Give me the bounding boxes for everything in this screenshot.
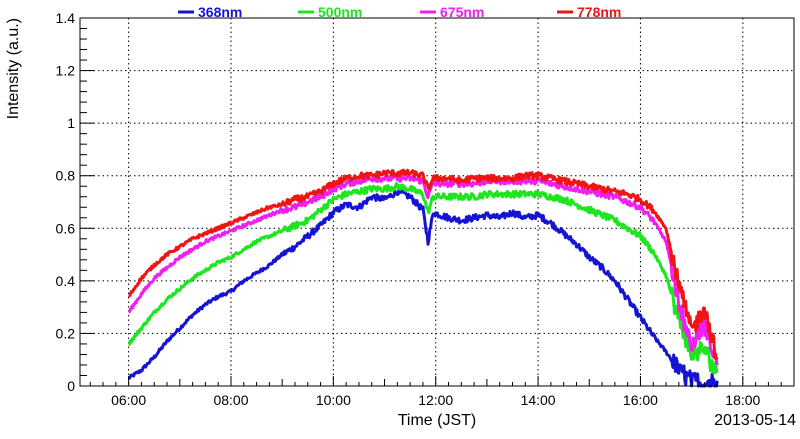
axis-ticks xyxy=(80,17,782,387)
x-tick-label: 12:00 xyxy=(418,392,453,408)
y-tick-label: 1.4 xyxy=(56,10,76,26)
y-tick-label: 1 xyxy=(67,115,75,131)
y-axis-title: Intensity (a.u.) xyxy=(5,18,22,119)
series-line-368nm xyxy=(127,187,719,388)
tick-labels: 06:00 08:00 10:00 12:00 14:00 16:00 18:00 0 0.2 0… xyxy=(56,10,761,408)
x-tick-label: 18:00 xyxy=(725,392,760,408)
x-tick-label: 10:00 xyxy=(316,392,351,408)
y-tick-label: 0.6 xyxy=(56,220,76,236)
legend-label: 368nm xyxy=(198,4,242,20)
y-tick-label: 0.4 xyxy=(56,273,76,289)
date-label: 2013-05-14 xyxy=(714,412,796,429)
y-tick-label: 0.2 xyxy=(56,325,76,341)
y-tick-label: 0 xyxy=(67,378,75,394)
legend-label: 778nm xyxy=(577,4,621,20)
series-line-778nm xyxy=(127,168,719,361)
y-tick-label: 1.2 xyxy=(56,63,76,79)
x-axis-title: Time (JST) xyxy=(398,412,477,429)
series-line-675nm xyxy=(127,173,719,366)
x-tick-label: 08:00 xyxy=(213,392,248,408)
series-line-500nm xyxy=(128,182,719,375)
series-layer xyxy=(127,168,719,388)
plot-frame xyxy=(79,17,795,387)
legend-label: 675nm xyxy=(440,4,484,20)
y-tick-label: 0.8 xyxy=(56,168,76,184)
x-tick-label: 06:00 xyxy=(111,392,146,408)
x-tick-label: 14:00 xyxy=(521,392,556,408)
x-tick-label: 16:00 xyxy=(623,392,658,408)
legend: 368nm 500nm 675nm 778nm xyxy=(178,4,621,20)
legend-label: 500nm xyxy=(318,4,362,20)
